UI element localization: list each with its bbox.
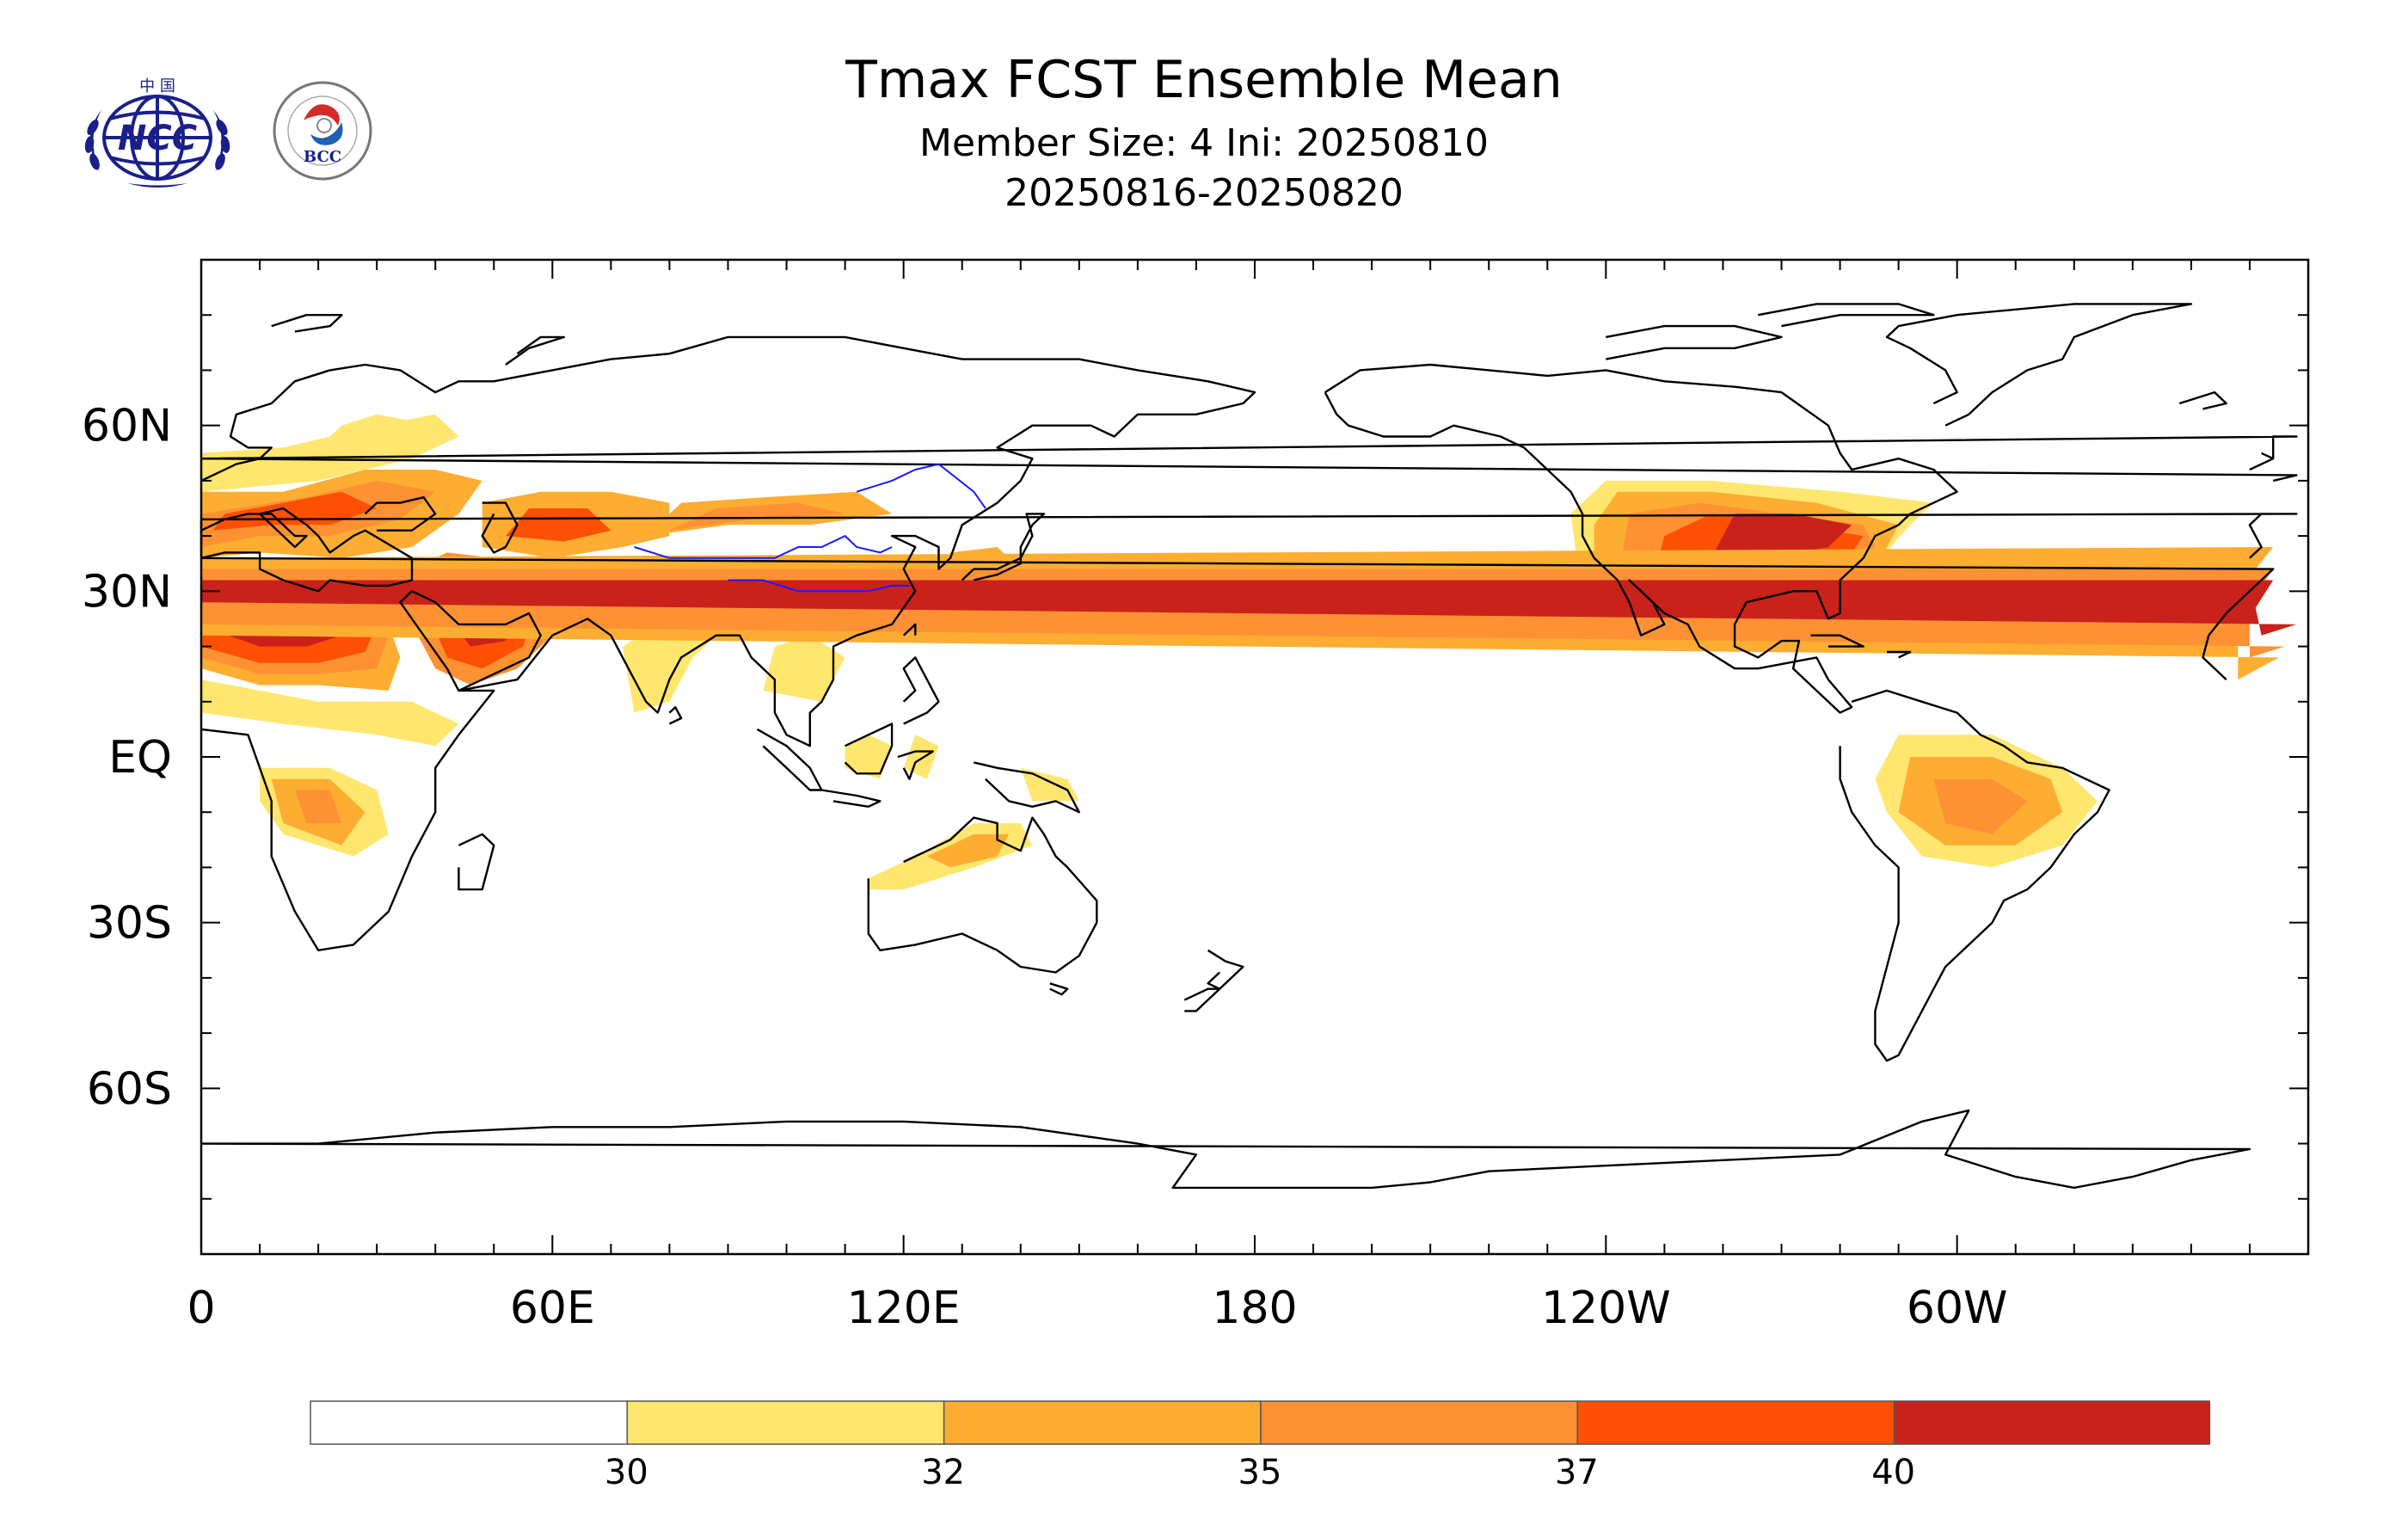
coastline bbox=[271, 314, 343, 333]
coastline bbox=[1207, 949, 1244, 990]
map-axis-labels: 60N 30N EQ 30S 60S 0 60E 120E 180 120W 60W bbox=[82, 401, 2008, 1334]
lon-label: 180 bbox=[1212, 1282, 1297, 1334]
map-ticks bbox=[200, 260, 2309, 1254]
coastline bbox=[2249, 452, 2275, 471]
coastline bbox=[1810, 634, 1864, 648]
map-subtitle-members: Member Size: 4 Ini: 20250810 bbox=[919, 121, 1489, 165]
temperature-region bbox=[1711, 514, 1852, 558]
temperature-region bbox=[623, 624, 716, 713]
temperature-region bbox=[505, 508, 611, 542]
legend-level-label: 40 bbox=[1871, 1453, 1916, 1492]
coastline bbox=[200, 335, 1256, 951]
coastline bbox=[756, 728, 823, 791]
lon-label: 120E bbox=[847, 1282, 961, 1334]
color-legend bbox=[310, 1400, 2210, 1445]
temperature-region bbox=[201, 680, 459, 747]
temperature-region bbox=[212, 491, 378, 531]
coastline bbox=[481, 501, 519, 554]
coastline bbox=[505, 335, 566, 366]
coastline bbox=[867, 816, 1098, 974]
coastline bbox=[458, 833, 495, 891]
coastline-layer bbox=[200, 303, 2298, 1190]
temperature-fill-layer bbox=[201, 414, 2297, 890]
lat-label: 60S bbox=[87, 1063, 172, 1115]
coastline bbox=[200, 507, 414, 593]
coastline bbox=[1758, 303, 1935, 328]
legend-swatch bbox=[1576, 1400, 1895, 1445]
river bbox=[856, 463, 986, 509]
legend-swatch bbox=[310, 1400, 629, 1445]
bcc-logo: BCC bbox=[273, 81, 372, 181]
coastline bbox=[1049, 982, 1069, 996]
coastline bbox=[844, 723, 894, 775]
coastline bbox=[2178, 391, 2227, 410]
coastline bbox=[200, 557, 2275, 680]
svg-text:BCC: BCC bbox=[304, 148, 341, 166]
legend-swatch bbox=[626, 1400, 945, 1445]
temperature-region bbox=[763, 635, 845, 702]
coastline bbox=[1183, 987, 1221, 1012]
lat-label: 30N bbox=[82, 566, 172, 618]
legend-level-label: 35 bbox=[1238, 1453, 1282, 1492]
temperature-region bbox=[318, 414, 436, 448]
river bbox=[728, 579, 910, 593]
legend-swatch bbox=[943, 1400, 1262, 1445]
legend-swatch bbox=[1893, 1400, 2210, 1445]
temperature-region bbox=[294, 790, 342, 824]
map-subtitle-period: 20250816-20250820 bbox=[1004, 171, 1404, 215]
coastline bbox=[821, 789, 882, 808]
coastline bbox=[1839, 689, 2110, 1062]
lat-label: EQ bbox=[108, 732, 172, 784]
coastline bbox=[364, 496, 437, 532]
lat-label: 30S bbox=[87, 898, 172, 950]
map-title: Tmax FCST Ensemble Mean bbox=[845, 50, 1563, 110]
coastline bbox=[1324, 363, 1958, 714]
coastline bbox=[902, 623, 917, 637]
coastline bbox=[961, 513, 1046, 581]
temperature-region bbox=[845, 735, 893, 779]
lon-label: 60E bbox=[510, 1282, 595, 1334]
header: Tmax FCST Ensemble Mean Member Size: 4 I… bbox=[0, 0, 2408, 232]
temperature-region bbox=[903, 735, 939, 779]
legend-swatch bbox=[1260, 1400, 1579, 1445]
temperature-region bbox=[926, 833, 1010, 868]
lon-label: 0 bbox=[187, 1282, 215, 1334]
lat-label: 60N bbox=[82, 401, 172, 452]
temperature-region bbox=[201, 580, 2297, 636]
coastline bbox=[200, 1109, 2251, 1190]
ncc-logo: 中 国 NCC bbox=[84, 77, 230, 188]
river-layer bbox=[634, 463, 986, 593]
coastline bbox=[1887, 650, 1912, 659]
svg-text:中 国: 中 国 bbox=[139, 77, 175, 95]
coastline bbox=[1606, 324, 1783, 360]
legend-level-label: 30 bbox=[604, 1453, 648, 1492]
coastline bbox=[200, 435, 2298, 483]
coastline bbox=[902, 656, 940, 725]
river bbox=[634, 534, 893, 559]
coastline bbox=[1885, 303, 2193, 427]
legend-level-label: 37 bbox=[1554, 1453, 1599, 1492]
lon-label: 60W bbox=[1907, 1282, 2008, 1334]
lon-label: 120W bbox=[1541, 1282, 1671, 1334]
temperature-region bbox=[669, 502, 845, 531]
legend-level-label: 32 bbox=[921, 1453, 966, 1492]
coastline bbox=[897, 750, 934, 780]
coastline bbox=[668, 706, 683, 725]
coastline bbox=[974, 761, 1080, 814]
svg-text:NCC: NCC bbox=[118, 119, 197, 158]
temperature-region bbox=[1933, 778, 2028, 834]
temperature-region bbox=[1020, 767, 1079, 802]
